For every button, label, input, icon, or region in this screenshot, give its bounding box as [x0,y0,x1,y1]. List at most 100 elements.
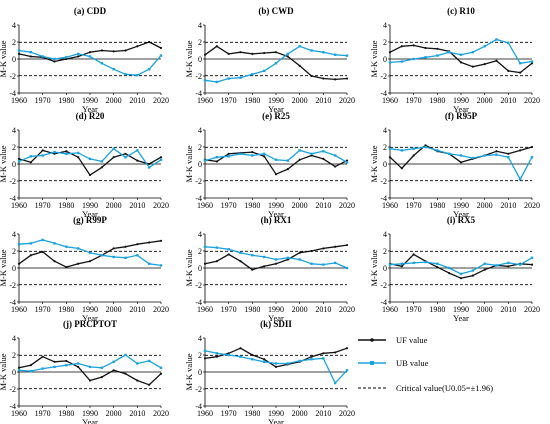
y-tick-label: 4 [12,21,16,30]
ub-point [251,154,254,157]
uf-point [483,268,486,271]
x-axis-label: Year [453,104,469,114]
ub-point [227,77,230,80]
y-tick-label: 2 [198,351,202,360]
uf-point [334,351,337,354]
ub-point [518,178,522,181]
x-tick-label: 1960 [11,96,27,105]
x-tick-label: 1970 [35,409,51,418]
y-tick-label: -4 [195,89,202,98]
ub-point [159,264,163,267]
x-axis-label: Year [268,209,284,219]
x-axis-label: Year [82,209,98,219]
x-tick-label: 1960 [197,409,213,418]
x-tick-label: 2000 [106,409,122,418]
ub-point [286,159,290,162]
x-tick-label: 1980 [244,96,260,105]
ub-point [88,365,92,369]
x-tick-label: 1980 [58,305,74,314]
ub-point [239,76,242,79]
ub-point [239,251,242,254]
ub-point [530,156,534,159]
ub-point [322,51,325,54]
legend: UF value UB value Critical value(U0.05=±… [358,335,493,393]
ub-point [227,248,230,251]
ub-point [227,155,230,158]
panel-title: (d) R20 [76,111,105,121]
chart-panel: (h) RX1 -4 -2 0 2 4 1960 1970 1980 1990 2000 2010 20… [184,215,355,323]
x-tick-label: 1980 [429,201,445,210]
uf-point [251,268,254,271]
ub-point [215,80,219,84]
uf-point [77,156,80,159]
x-tick-label: 1960 [11,201,27,210]
uf-point [41,250,44,253]
ub-point [310,49,313,52]
uf-point [65,150,68,153]
uf-point [41,149,44,152]
legend-critical-label: Critical value(U0.05=±1.96) [396,383,493,393]
y-axis-label: M-K value [184,145,194,182]
ub-point [483,154,486,157]
x-tick-label: 1990 [453,305,469,314]
uf-point [400,45,403,48]
ub-point [215,352,219,355]
uf-point [100,166,103,169]
y-tick-label: 4 [198,334,202,343]
ub-point [345,266,349,270]
y-tick-label: -2 [380,72,387,81]
uf-point [412,44,415,47]
chart-panel: (b) CWD -4 -2 0 2 4 1960 1970 1980 1990 2000 2010 20… [184,6,355,114]
uf-point [136,45,139,48]
uf-point [203,262,207,265]
uf-point [29,364,32,367]
x-tick-label: 2020 [339,409,355,418]
ub-point [274,62,278,65]
x-tick-label: 2010 [315,409,331,418]
uf-point [159,372,163,375]
uf-point [263,265,266,268]
uf-point [274,173,278,176]
ub-point [41,55,44,58]
x-tick-label: 2010 [315,96,331,105]
ub-point [65,245,68,248]
ub-point [262,152,266,155]
uf-point [483,63,486,66]
y-tick-label: 2 [12,38,16,47]
ub-point [239,355,242,358]
x-tick-label: 2010 [315,305,331,314]
ub-point [76,247,80,250]
x-tick-label: 1990 [268,201,284,210]
x-tick-label: 1990 [268,305,284,314]
y-tick-label: 2 [383,247,387,256]
ub-point [333,261,337,265]
ub-point [124,353,127,357]
y-tick-label: 0 [198,368,202,377]
chart-panel: (d) R20 -4 -2 0 2 4 1960 1970 1980 1990 2000 2010 20… [0,111,169,219]
uf-series-line [204,151,348,175]
uf-point [148,241,151,244]
ub-point [495,153,498,156]
x-tick-label: 2000 [292,305,308,314]
x-tick-label: 1970 [35,201,51,210]
x-axis-label: Year [453,209,469,219]
y-tick-label: 0 [383,55,387,64]
y-tick-label: -2 [9,281,16,290]
ub-point [53,150,56,154]
uf-point [88,260,92,263]
ub-point [333,154,337,157]
y-tick-label: -2 [195,281,202,290]
y-axis-label: M-K value [369,249,379,286]
uf-point [136,243,139,246]
ub-point [530,60,534,63]
x-tick-label: 2010 [500,96,516,105]
ub-point [447,266,451,270]
uf-point [436,266,439,269]
uf-point [65,359,68,363]
ub-point [322,357,325,360]
ub-series-line [18,49,162,76]
x-tick-label: 2000 [292,409,308,418]
y-tick-label: 0 [198,55,202,64]
y-tick-label: -4 [195,194,202,203]
x-tick-label: 1960 [382,305,398,314]
